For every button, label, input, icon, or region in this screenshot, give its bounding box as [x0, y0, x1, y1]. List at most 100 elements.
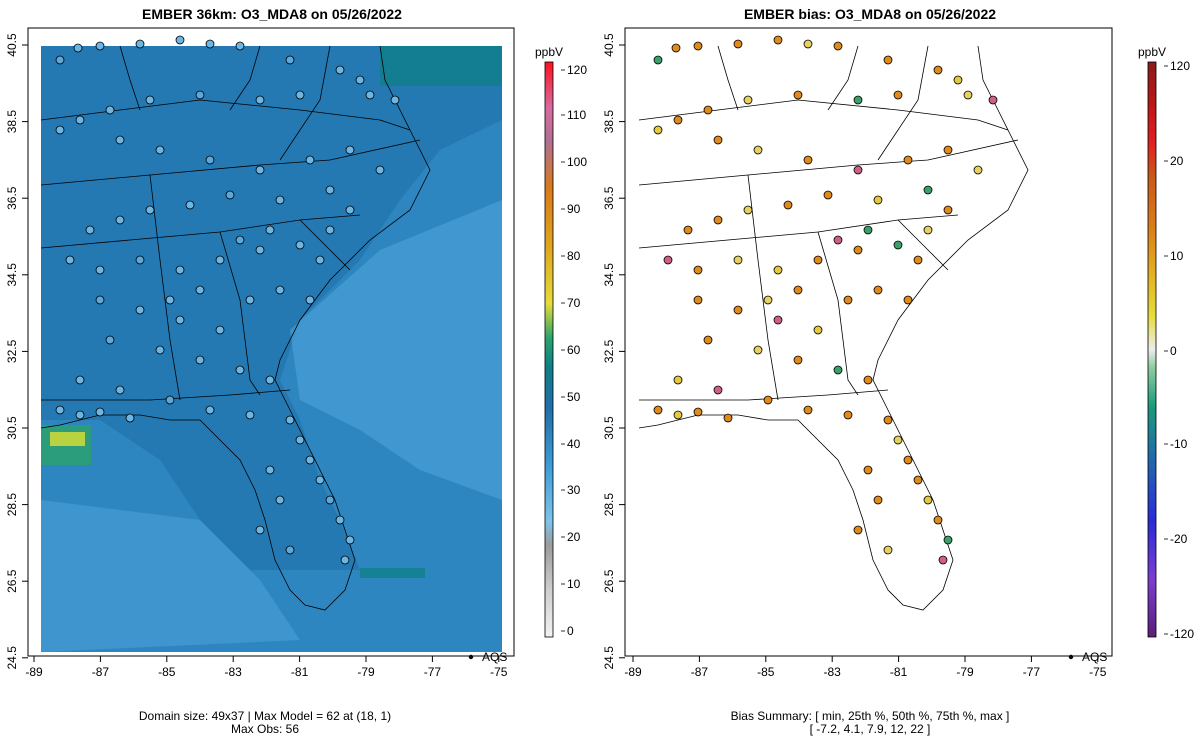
aqs-site-marker — [105, 105, 115, 115]
aqs-site-marker — [863, 465, 873, 475]
aqs-site-marker — [773, 265, 783, 275]
state-boundary-line — [638, 139, 1019, 186]
aqs-site-marker — [315, 255, 325, 265]
aqs-site-marker — [773, 315, 783, 325]
aqs-site-marker — [285, 55, 295, 65]
left-y-tick-label: 34.5 — [5, 263, 19, 287]
aqs-legend-marker-right — [1068, 654, 1074, 660]
aqs-site-marker — [713, 385, 723, 395]
aqs-site-marker — [843, 295, 853, 305]
left-footer-line1: Domain size: 49x37 | Max Model = 62 at (… — [139, 709, 391, 723]
left-x-tick-label: -87 — [92, 665, 110, 679]
colorbar-tick-label: 50 — [567, 390, 581, 404]
aqs-site-marker — [793, 355, 803, 365]
right-x-tick-label: -85 — [757, 665, 775, 679]
aqs-site-marker — [833, 235, 843, 245]
aqs-site-marker — [803, 39, 813, 49]
right-y-tick-label: 38.5 — [602, 110, 616, 134]
aqs-site-marker — [793, 90, 803, 100]
aqs-site-marker — [883, 545, 893, 555]
aqs-site-marker — [135, 39, 145, 49]
colorbar-tick-label: 120 — [1170, 59, 1190, 73]
aqs-site-marker — [255, 165, 265, 175]
aqs-site-marker — [673, 115, 683, 125]
aqs-site-marker — [943, 205, 953, 215]
aqs-site-marker — [235, 365, 245, 375]
aqs-site-marker — [833, 41, 843, 51]
aqs-site-marker — [345, 535, 355, 545]
colorbar-tick-label: 0 — [1170, 344, 1177, 358]
aqs-site-marker — [873, 195, 883, 205]
aqs-site-marker — [753, 345, 763, 355]
state-boundary-line — [747, 174, 779, 401]
colorbar-tick-label: 20 — [567, 530, 581, 544]
aqs-site-marker — [693, 407, 703, 417]
model-field-land — [41, 46, 502, 570]
aqs-site-marker — [75, 410, 85, 420]
aqs-site-marker — [295, 90, 305, 100]
aqs-site-marker — [205, 405, 215, 415]
aqs-site-marker — [145, 95, 155, 105]
model-field-high-south — [360, 568, 425, 578]
aqs-site-marker — [953, 75, 963, 85]
aqs-site-marker — [275, 495, 285, 505]
aqs-site-marker — [335, 515, 345, 525]
state-boundary-line — [229, 45, 261, 111]
right-footer-line1: Bias Summary: [ min, 25th %, 50th %, 75t… — [731, 709, 1010, 723]
right-colorbar: ppbV 120 20 10 0 -10 -20 -120 — [1138, 45, 1194, 641]
right-y-tick-label: 34.5 — [602, 263, 616, 287]
colorbar-tick-label: 80 — [567, 249, 581, 263]
aqs-site-marker — [115, 135, 125, 145]
colorbar-tick-label: 110 — [567, 108, 586, 122]
aqs-site-marker — [693, 295, 703, 305]
aqs-site-marker — [923, 495, 933, 505]
left-y-tick-label: 28.5 — [5, 493, 19, 517]
aqs-site-marker — [95, 295, 105, 305]
aqs-site-marker — [205, 39, 215, 49]
aqs-site-marker — [195, 90, 205, 100]
right-x-tick-label: -75 — [1089, 665, 1107, 679]
aqs-site-marker — [375, 165, 385, 175]
state-boundary-line — [977, 45, 1009, 131]
state-boundary-line — [149, 174, 181, 401]
left-footer-line2: Max Obs: 56 — [231, 722, 299, 736]
aqs-site-marker — [255, 95, 265, 105]
right-map-frame — [624, 27, 1113, 657]
colorbar-tick-label: 10 — [567, 577, 581, 591]
state-boundary-line — [717, 45, 739, 111]
colorbar-tick-label: -10 — [1170, 437, 1188, 451]
aqs-site-marker — [853, 245, 863, 255]
colorbar-tick-label: 30 — [567, 483, 581, 497]
left-colorbar-unit: ppbV — [535, 45, 563, 59]
state-boundary-line — [299, 219, 351, 271]
aqs-site-marker — [733, 255, 743, 265]
colorbar-tick-label: 10 — [1170, 249, 1184, 263]
right-x-tick-label: -77 — [1023, 665, 1041, 679]
left-x-tick-label: -77 — [424, 665, 442, 679]
aqs-site-marker — [115, 385, 125, 395]
aqs-site-marker — [195, 285, 205, 295]
left-y-tick-label: 30.5 — [5, 416, 19, 440]
aqs-site-marker — [305, 155, 315, 165]
aqs-site-marker — [743, 95, 753, 105]
aqs-site-marker — [175, 265, 185, 275]
colorbar-tick-label: 90 — [567, 202, 581, 216]
aqs-legend-marker-left — [468, 654, 474, 660]
aqs-site-marker — [65, 255, 75, 265]
aqs-site-marker — [843, 410, 853, 420]
aqs-site-marker — [315, 475, 325, 485]
model-field-high-ne — [380, 46, 502, 86]
aqs-site-marker — [95, 41, 105, 51]
left-map-axes: -89 -87 -85 -83 -81 -79 -77 -75 40.5 38.5 36.5 34.5… — [5, 33, 508, 679]
colorbar-tick-label: 120 — [567, 63, 587, 77]
aqs-site-marker — [155, 345, 165, 355]
aqs-site-marker — [883, 55, 893, 65]
left-y-tick-label: 40.5 — [5, 33, 19, 57]
aqs-site-marker — [165, 395, 175, 405]
aqs-site-marker — [390, 95, 400, 105]
aqs-site-marker — [215, 255, 225, 265]
model-field-max — [50, 432, 85, 446]
aqs-site-marker — [75, 115, 85, 125]
aqs-site-marker — [753, 145, 763, 155]
